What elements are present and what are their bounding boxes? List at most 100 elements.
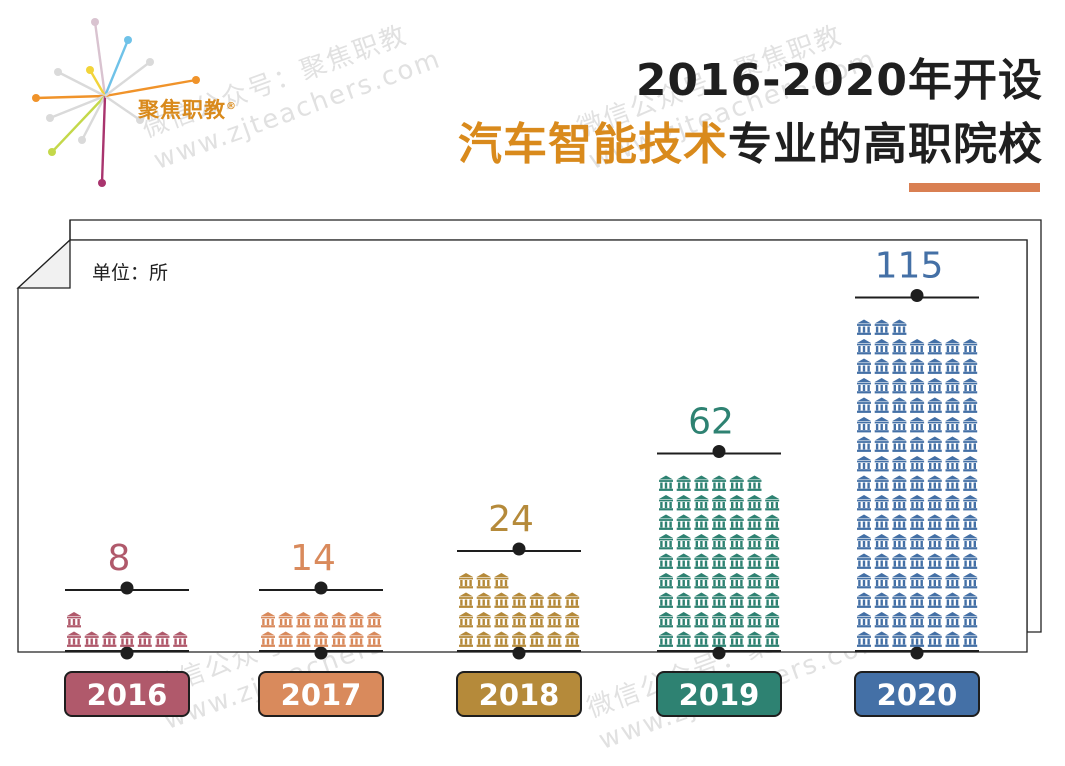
school-building-icon <box>314 631 329 647</box>
school-building-icon <box>729 573 744 589</box>
school-building-icon <box>367 612 382 628</box>
school-building-icon <box>314 612 329 628</box>
school-building-icon <box>945 495 960 511</box>
logo-text: 聚焦职教® <box>138 98 237 122</box>
school-building-icon <box>927 378 942 394</box>
title-line-1: 2016-2020年开设 <box>635 55 1043 106</box>
school-building-icon <box>892 397 907 413</box>
school-building-icon <box>765 534 780 550</box>
school-building-icon <box>476 612 491 628</box>
school-building-icon <box>927 397 942 413</box>
school-building-icon <box>874 553 889 569</box>
school-building-icon <box>547 592 562 608</box>
school-building-icon <box>765 592 780 608</box>
title-rest: 专业的高职院校 <box>728 119 1043 170</box>
school-building-icon <box>84 631 99 647</box>
school-building-icon <box>910 514 925 530</box>
school-building-icon <box>494 612 509 628</box>
school-building-icon <box>892 495 907 511</box>
school-building-icon <box>712 475 727 491</box>
school-building-icon <box>659 592 673 608</box>
school-building-icon <box>120 631 135 647</box>
school-building-icon <box>927 475 942 491</box>
school-building-icon <box>874 534 889 550</box>
bar-2018: 24 2018 <box>456 499 582 717</box>
school-building-icon <box>892 319 907 335</box>
school-building-icon <box>874 397 889 413</box>
school-building-icon <box>547 631 562 647</box>
school-building-icon <box>659 514 673 530</box>
school-building-icon <box>459 631 473 647</box>
school-building-icon <box>459 612 473 628</box>
school-building-icon <box>765 612 780 628</box>
school-building-icon <box>296 631 311 647</box>
school-building-icon <box>712 534 727 550</box>
school-building-icon <box>729 495 744 511</box>
school-building-icon <box>261 631 275 647</box>
school-building-icon <box>67 612 81 628</box>
year-label: 2019 <box>679 678 760 712</box>
school-building-icon <box>857 553 871 569</box>
school-building-icon <box>927 339 942 355</box>
school-building-icon <box>945 358 960 374</box>
school-building-icon <box>910 436 925 452</box>
year-label: 2017 <box>281 678 362 712</box>
school-building-icon <box>910 553 925 569</box>
school-building-icon <box>910 378 925 394</box>
school-building-icon <box>857 495 871 511</box>
school-building-icon <box>857 358 871 374</box>
title-underline <box>909 183 1040 192</box>
unit-label: 单位：所 <box>92 262 169 284</box>
year-label: 2018 <box>479 678 560 712</box>
school-building-icon <box>927 456 942 472</box>
school-building-icon <box>659 631 673 647</box>
school-building-icon <box>963 475 978 491</box>
school-building-icon <box>963 534 978 550</box>
school-building-icon <box>765 495 780 511</box>
school-building-icon <box>459 573 473 589</box>
year-pill <box>258 671 384 717</box>
school-building-icon <box>927 553 942 569</box>
school-building-icon <box>963 339 978 355</box>
school-building-icon <box>910 612 925 628</box>
bar-2017: 14 2017 <box>258 538 384 717</box>
bar-base-knob <box>512 646 526 660</box>
school-building-icon <box>765 553 780 569</box>
school-building-icon <box>547 612 562 628</box>
school-building-icon <box>659 553 673 569</box>
school-building-icon <box>765 573 780 589</box>
school-building-icon <box>945 612 960 628</box>
school-building-icon <box>857 378 871 394</box>
school-building-icon <box>712 514 727 530</box>
school-building-icon <box>945 417 960 433</box>
school-building-icon <box>874 475 889 491</box>
school-building-icon <box>892 436 907 452</box>
school-building-icon <box>963 397 978 413</box>
school-building-icon <box>857 319 871 335</box>
year-label: 2020 <box>877 678 958 712</box>
school-building-icon <box>331 612 346 628</box>
school-building-icon <box>963 358 978 374</box>
school-building-icon <box>155 631 170 647</box>
school-building-icon <box>676 631 691 647</box>
school-building-icon <box>747 475 762 491</box>
school-building-icon <box>494 631 509 647</box>
school-building-icon <box>261 612 275 628</box>
school-building-icon <box>963 514 978 530</box>
bar-top-knob <box>314 581 328 595</box>
school-building-icon <box>927 417 942 433</box>
school-building-icon <box>729 612 744 628</box>
school-building-icon <box>892 339 907 355</box>
school-building-icon <box>694 573 709 589</box>
school-building-icon <box>459 592 473 608</box>
bar-base-knob <box>314 646 328 660</box>
school-building-icon <box>963 612 978 628</box>
school-building-icon <box>857 592 871 608</box>
school-building-icon <box>747 553 762 569</box>
school-building-icon <box>857 534 871 550</box>
school-building-icon <box>676 514 691 530</box>
school-building-icon <box>712 631 727 647</box>
school-building-icon <box>712 612 727 628</box>
bar-top-knob <box>512 542 526 556</box>
